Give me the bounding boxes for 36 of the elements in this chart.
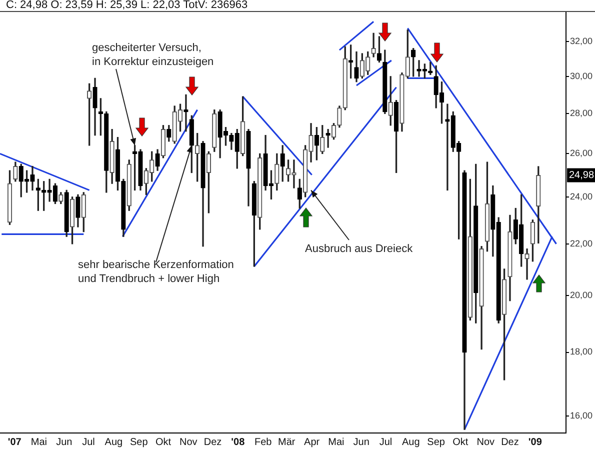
y-tick-label: 20,00 <box>570 290 593 300</box>
x-tick-label: '07 <box>8 436 22 448</box>
x-tick-label: Feb <box>254 436 272 448</box>
x-tick-label: Mai <box>328 436 344 448</box>
y-tick-label: 18,00 <box>570 346 593 357</box>
y-tick-label: 28,00 <box>570 108 593 118</box>
annotation: sehr bearische Kerzenformation und Trendbruch + lower High <box>78 258 234 286</box>
x-tick-label: Aug <box>402 436 420 448</box>
x-tick-label: Mär <box>278 436 296 448</box>
x-tick-label: Mai <box>30 436 48 448</box>
text: 24,98 <box>569 170 594 182</box>
x-tick-label: Jul <box>379 436 392 448</box>
y-tick-label: 16,00 <box>570 410 593 420</box>
chart-title: C: 24,98 O: 23,59 H: 25,39 L: 22,03 TotV: 236963 <box>6 0 248 11</box>
y-tick-label: 26,00 <box>570 148 593 158</box>
x-tick-label: Sep <box>130 436 148 448</box>
y-tick-label: 22,00 <box>570 238 593 248</box>
x-tick-label: Jun <box>353 436 370 448</box>
x-tick-label: '09 <box>528 436 542 448</box>
y-tick-label: 30,00 <box>570 70 593 81</box>
x-tick-label: Jul <box>82 436 95 448</box>
x-tick-label: Okt <box>452 436 468 448</box>
x-tick-label: Sep <box>427 436 446 448</box>
x-tick-label: Dez <box>501 436 519 448</box>
y-tick-label: 32,00 <box>570 36 593 46</box>
x-tick-label: Nov <box>180 436 198 448</box>
x-tick-label: '08 <box>231 436 246 448</box>
annotation: Ausbruch aus Dreieck <box>305 242 413 256</box>
x-tick-label: Dez <box>204 436 222 448</box>
x-tick-label: Apr <box>304 436 320 448</box>
x-tick-label: Jun <box>56 436 72 448</box>
x-tick-label: Aug <box>104 436 123 448</box>
x-tick-label: Nov <box>476 436 495 448</box>
y-tick-label: 24,00 <box>570 191 593 202</box>
x-tick-label: Okt <box>155 436 172 448</box>
annotation: gescheiterter Versuch, in Korrektur einzusteigen <box>92 41 214 69</box>
